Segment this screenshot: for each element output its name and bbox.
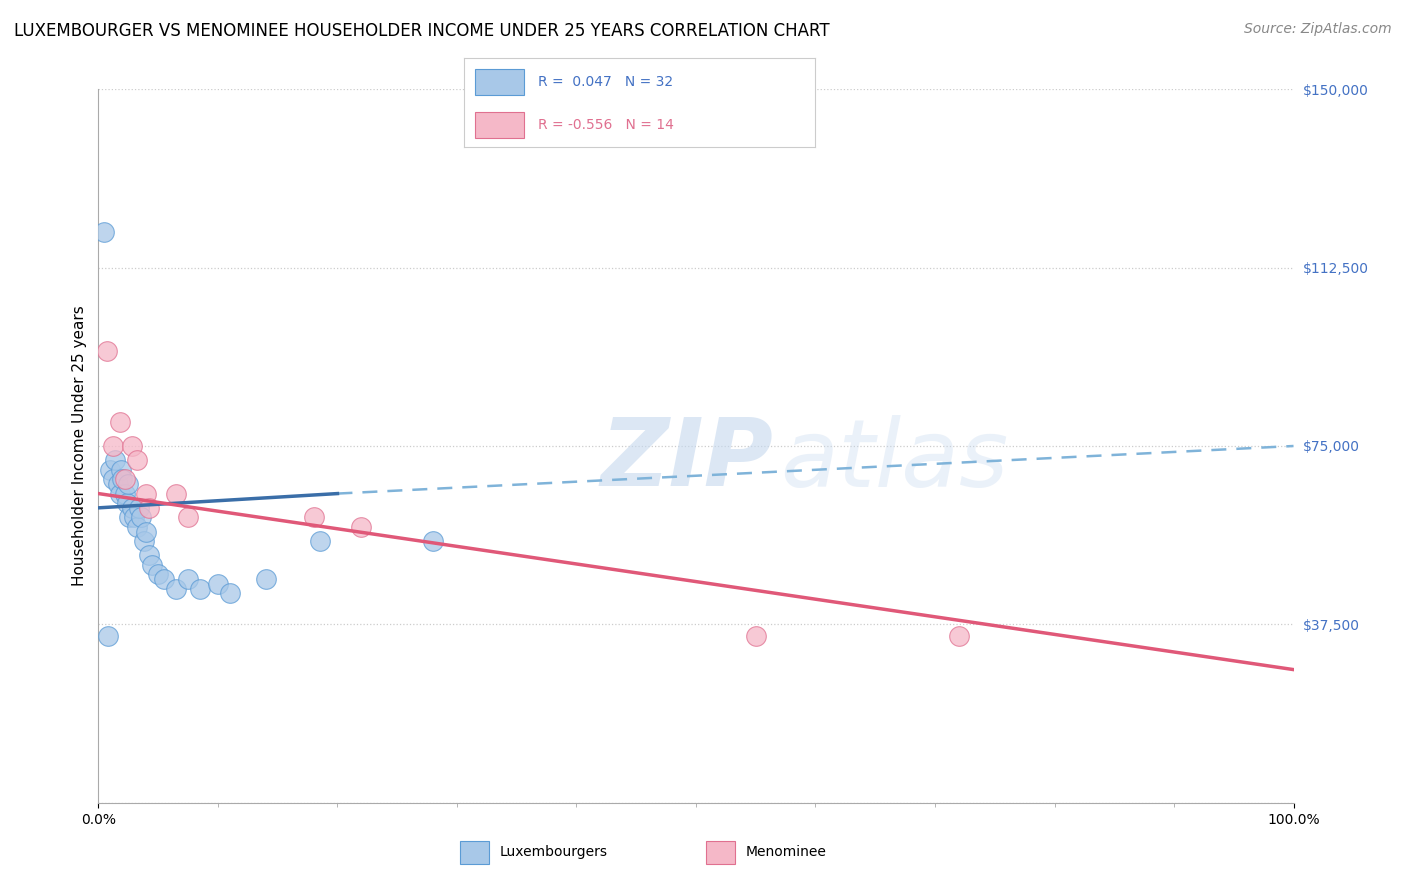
Point [98,463,122,477]
Text: R =  0.047   N = 32: R = 0.047 N = 32 [538,75,673,89]
Point [104,453,127,467]
Point [177,572,200,586]
Point [125,453,148,467]
Point [153,572,176,586]
Point [207,577,229,591]
Text: Source: ZipAtlas.com: Source: ZipAtlas.com [1244,22,1392,37]
Point [108,486,131,500]
Point [138,549,160,563]
Point [422,534,444,549]
Text: Menominee: Menominee [745,845,827,859]
Point [131,510,153,524]
Point [115,496,138,510]
Point [93,225,115,239]
Point [308,534,330,549]
Point [111,472,134,486]
Point [745,629,768,643]
Point [114,486,136,500]
Point [350,520,373,534]
Point [254,572,277,586]
Point [121,439,143,453]
FancyBboxPatch shape [706,841,735,864]
Point [177,510,200,524]
Point [96,343,118,358]
Point [125,520,148,534]
Point [148,567,170,582]
Point [219,586,242,600]
Point [302,510,325,524]
Point [135,486,157,500]
Text: R = -0.556   N = 14: R = -0.556 N = 14 [538,118,673,132]
Text: ZIP: ZIP [600,414,773,507]
FancyBboxPatch shape [460,841,489,864]
Point [97,629,120,643]
Point [132,534,155,549]
Y-axis label: Householder Income Under 25 years: Householder Income Under 25 years [72,306,87,586]
Text: LUXEMBOURGER VS MENOMINEE HOUSEHOLDER INCOME UNDER 25 YEARS CORRELATION CHART: LUXEMBOURGER VS MENOMINEE HOUSEHOLDER IN… [14,22,830,40]
Point [138,500,160,515]
FancyBboxPatch shape [475,112,524,138]
Point [165,582,187,596]
Point [948,629,970,643]
Point [110,463,132,477]
Point [121,500,143,515]
Point [117,477,139,491]
FancyBboxPatch shape [475,69,524,95]
Text: Luxembourgers: Luxembourgers [499,845,607,859]
Point [188,582,211,596]
Point [128,500,150,515]
Point [124,510,146,524]
Point [118,510,141,524]
Point [135,524,157,539]
Point [101,472,124,486]
Point [141,558,163,572]
Point [101,439,124,453]
Point [107,477,129,491]
Text: atlas: atlas [779,415,1008,506]
Point [165,486,187,500]
Point [114,472,136,486]
Point [108,415,131,429]
